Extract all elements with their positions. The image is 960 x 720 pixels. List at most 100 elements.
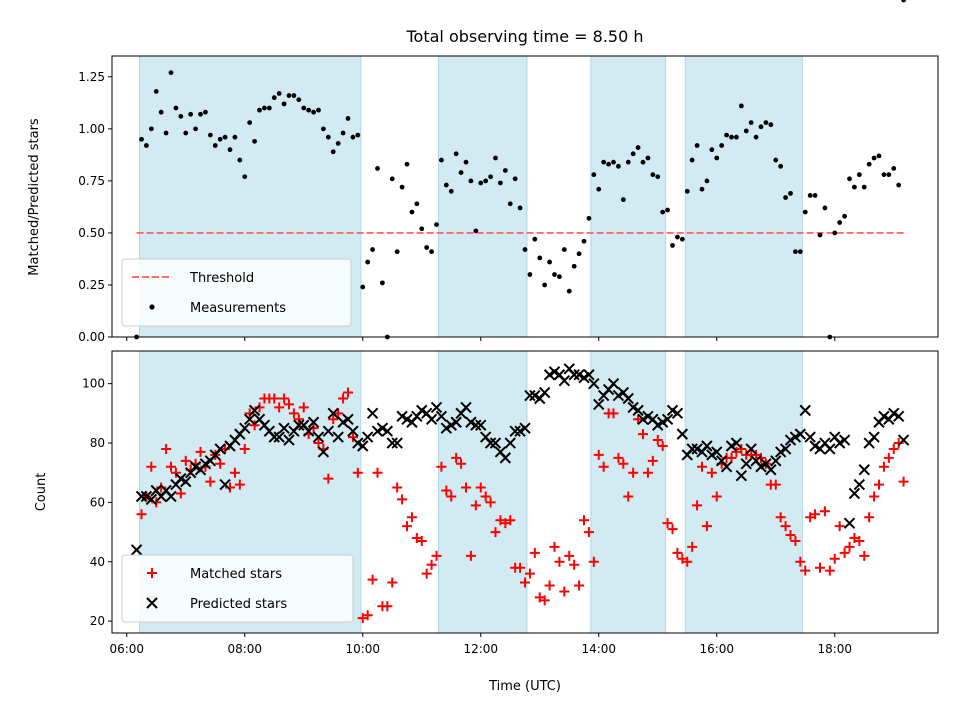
predicted-star-point — [268, 431, 280, 443]
measurement-point — [734, 134, 739, 140]
matched-star-point — [347, 432, 358, 443]
matched-star-point — [839, 547, 850, 558]
measurement-point — [148, 126, 154, 132]
measurement-point — [242, 174, 248, 180]
measurement-point — [493, 155, 498, 161]
measurement-point — [601, 159, 607, 165]
matched-star-point — [574, 580, 585, 591]
measurement-point — [144, 143, 149, 148]
ratio-panel: 0.00 0.25 0.50 0.75 1.00 1.25 Matched/Predict… — [27, 0, 939, 344]
matched-star-point — [239, 443, 250, 454]
measurement-point — [183, 130, 189, 136]
measurement-point — [380, 280, 385, 286]
matched-star-point — [569, 559, 580, 570]
measurement-point — [797, 249, 803, 255]
matched-star-point — [726, 452, 737, 463]
measurement-point — [355, 132, 361, 138]
measurement-point — [699, 186, 705, 192]
predicted-star-point — [243, 413, 256, 425]
matched-star-point — [864, 512, 875, 523]
matched-star-point — [406, 512, 417, 523]
measurement-point — [517, 205, 523, 211]
measurement-point — [576, 251, 582, 257]
matched-star-point — [416, 535, 427, 546]
measurement-point — [198, 111, 203, 117]
measurement-point — [414, 201, 420, 207]
legend-measurement-swatch — [149, 304, 155, 310]
matched-star-point — [338, 393, 349, 404]
ratio-legend: Threshold Measurements — [121, 258, 352, 327]
predicted-star-point — [838, 434, 851, 446]
predicted-star-point — [745, 443, 757, 455]
matched-star-point — [426, 559, 437, 570]
measurement-point — [596, 186, 602, 192]
predicted-star-point — [499, 452, 512, 464]
measurement-point — [847, 176, 852, 182]
matched-star-point — [701, 521, 712, 532]
measurement-point — [832, 230, 838, 236]
measurement-point — [768, 122, 774, 128]
predicted-star-point — [381, 425, 394, 437]
ratio-y-axis-label: Matched/Predicted stars — [27, 118, 42, 276]
y-tick-label: 0.25 — [78, 278, 105, 292]
measurement-point — [271, 95, 277, 101]
predicted-star-point — [460, 401, 472, 414]
predicted-star-point — [770, 455, 782, 467]
measurement-point — [566, 288, 572, 294]
measurement-point — [625, 159, 631, 165]
predicted-star-point — [588, 377, 600, 390]
measurement-point — [502, 168, 508, 173]
predicted-star-point — [135, 490, 148, 503]
matched-star-point — [490, 527, 501, 538]
matched-star-point — [180, 455, 191, 466]
matched-star-point — [618, 458, 629, 469]
measurement-point — [252, 138, 257, 144]
measurement-point — [193, 126, 198, 132]
predicted-star-point — [568, 369, 580, 381]
predicted-star-point — [357, 440, 369, 452]
measurement-point — [434, 222, 439, 228]
predicted-star-point — [130, 544, 143, 556]
predicted-star-point — [509, 425, 521, 437]
matched-star-point — [475, 482, 486, 493]
matched-star-point — [485, 497, 496, 508]
matched-star-point — [293, 414, 304, 425]
predicted-star-point — [219, 478, 231, 491]
count-legend-box — [121, 554, 354, 623]
x-tick-label: 18:00 — [817, 642, 852, 656]
chart-title: Total observing time = 8.50 h — [405, 27, 643, 46]
count-legend: Matched stars Predicted stars — [121, 554, 354, 623]
matched-star-point — [687, 541, 698, 552]
measurement-point — [822, 205, 828, 211]
measurement-point — [203, 109, 208, 115]
x-axis-label: Time (UTC) — [488, 679, 561, 694]
matched-star-point — [844, 541, 855, 552]
predicted-star-point — [504, 437, 516, 449]
matched-star-point — [662, 518, 673, 529]
measurement-point — [153, 88, 159, 94]
predicted-star-point — [858, 464, 870, 476]
measurement-point — [488, 174, 493, 180]
matched-star-point — [234, 479, 245, 490]
y-tick-label: 40 — [90, 555, 105, 569]
measurement-point — [222, 134, 228, 140]
measurement-point — [773, 157, 779, 163]
ratio-panel-frame — [111, 55, 939, 338]
measurement-point — [217, 136, 223, 142]
count-panel-frame — [111, 350, 939, 634]
count-x-ticks: 06:00 08:00 10:00 12:00 14:00 16:00 18:00 — [109, 633, 852, 656]
predicted-star-point — [302, 425, 315, 437]
measurement-point — [212, 143, 218, 148]
measurement-point — [443, 182, 449, 188]
matched-star-point — [564, 550, 575, 561]
measurement-point — [581, 238, 587, 244]
matched-star-point — [692, 500, 703, 511]
measurement-point — [419, 226, 425, 232]
matched-star-point — [529, 547, 540, 558]
matched-star-point — [638, 429, 648, 440]
matched-star-point — [829, 553, 840, 564]
measurement-point — [537, 255, 543, 261]
measurement-point — [856, 172, 862, 178]
measurement-point — [463, 159, 469, 165]
predicted-star-point — [322, 425, 335, 437]
